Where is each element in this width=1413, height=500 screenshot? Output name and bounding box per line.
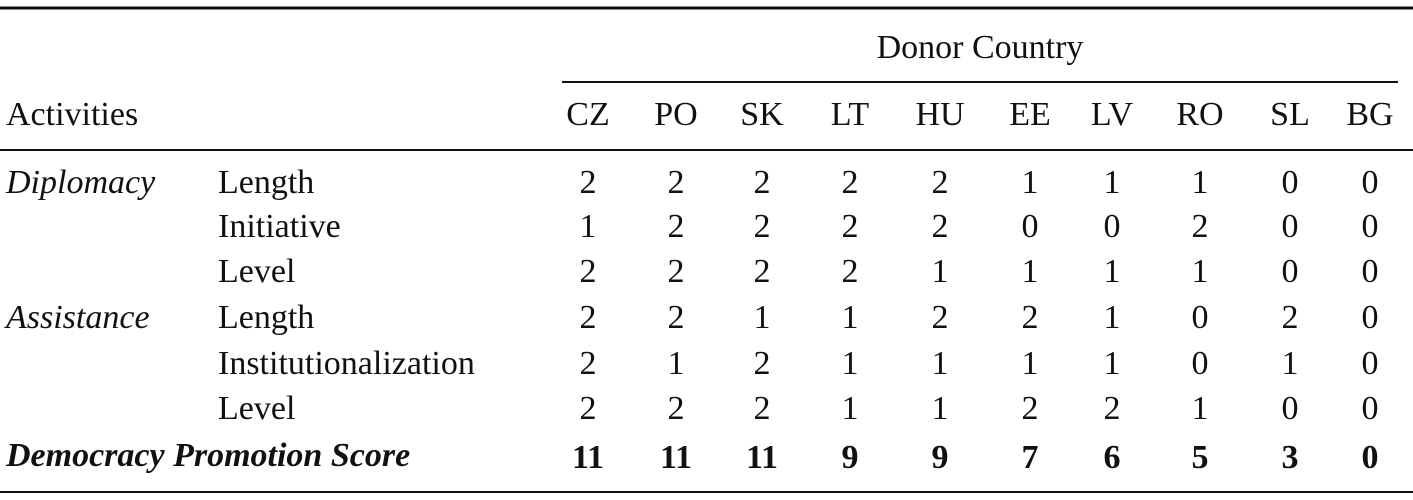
total-cell: 9 [842,439,859,476]
cell: 1 [1104,345,1121,382]
row-category: Assistance [4,299,150,336]
total-cell: 11 [746,439,778,476]
total-cell: 11 [572,439,604,476]
cell: 0 [1282,208,1299,245]
cell: 1 [1192,253,1209,290]
column-header: BG [1346,96,1393,133]
cell: 1 [1282,345,1299,382]
cell: 2 [580,299,597,336]
total-cell: 7 [1022,439,1039,476]
cell: 0 [1282,390,1299,427]
row-label: Level [218,390,295,427]
total-cell: 5 [1192,439,1209,476]
cell: 2 [754,164,771,201]
cell: 1 [1104,253,1121,290]
cell: 1 [1022,253,1039,290]
column-header: PO [654,96,697,133]
column-header: SK [740,96,784,133]
total-cell: 9 [932,439,949,476]
row-label: Length [218,164,314,201]
cell: 1 [580,208,597,245]
row-label: Length [218,299,314,336]
cell: 2 [842,164,859,201]
column-header: LV [1091,96,1134,133]
cell: 2 [754,253,771,290]
cell: 2 [754,390,771,427]
cell: 1 [1104,299,1121,336]
cell: 2 [668,208,685,245]
cell: 2 [668,390,685,427]
cell: 0 [1362,164,1379,201]
cell: 1 [932,345,949,382]
cell: 1 [1022,164,1039,201]
cell: 0 [1192,299,1209,336]
cell: 2 [668,299,685,336]
row-header: Activities [6,96,138,133]
total-cell: 11 [660,439,692,476]
total-cell: 0 [1362,439,1379,476]
column-header: HU [915,96,964,133]
cell: 2 [1192,208,1209,245]
cell: 0 [1362,345,1379,382]
total-cell: 3 [1282,439,1299,476]
cell: 2 [932,299,949,336]
cell: 1 [842,390,859,427]
cell: 2 [1022,390,1039,427]
cell: 0 [1362,299,1379,336]
cell: 0 [1282,164,1299,201]
cell: 1 [1192,390,1209,427]
cell: 0 [1362,390,1379,427]
cell: 0 [1104,208,1121,245]
cell: 1 [842,299,859,336]
cell: 2 [580,345,597,382]
cell: 2 [842,253,859,290]
cell: 2 [1282,299,1299,336]
cell: 2 [668,164,685,201]
row-label: Initiative [218,208,341,245]
total-cell: 6 [1104,439,1121,476]
total-label: Democracy Promotion Score [5,437,410,474]
cell: 2 [668,253,685,290]
group-label: Donor Country [877,29,1084,66]
column-header: LT [831,96,870,133]
cell: 2 [1022,299,1039,336]
cell: 0 [1022,208,1039,245]
column-header: SL [1270,96,1310,133]
cell: 2 [932,208,949,245]
cell: 1 [1022,345,1039,382]
cell: 0 [1362,208,1379,245]
column-header: CZ [566,96,609,133]
cell: 2 [580,164,597,201]
cell: 1 [842,345,859,382]
row-label: Level [218,253,295,290]
column-header: RO [1176,96,1223,133]
cell: 1 [932,390,949,427]
cell: 2 [1104,390,1121,427]
cell: 2 [580,390,597,427]
cell: 1 [932,253,949,290]
row-category: Diplomacy [5,164,156,201]
cell: 1 [1104,164,1121,201]
cell: 2 [754,345,771,382]
cell: 2 [580,253,597,290]
cell: 2 [842,208,859,245]
row-label: Institutionalization [218,345,475,382]
cell: 0 [1282,253,1299,290]
cell: 2 [754,208,771,245]
cell: 1 [754,299,771,336]
cell: 0 [1362,253,1379,290]
column-header: EE [1009,96,1051,133]
cell: 1 [668,345,685,382]
cell: 1 [1192,164,1209,201]
cell: 0 [1192,345,1209,382]
cell: 2 [932,164,949,201]
